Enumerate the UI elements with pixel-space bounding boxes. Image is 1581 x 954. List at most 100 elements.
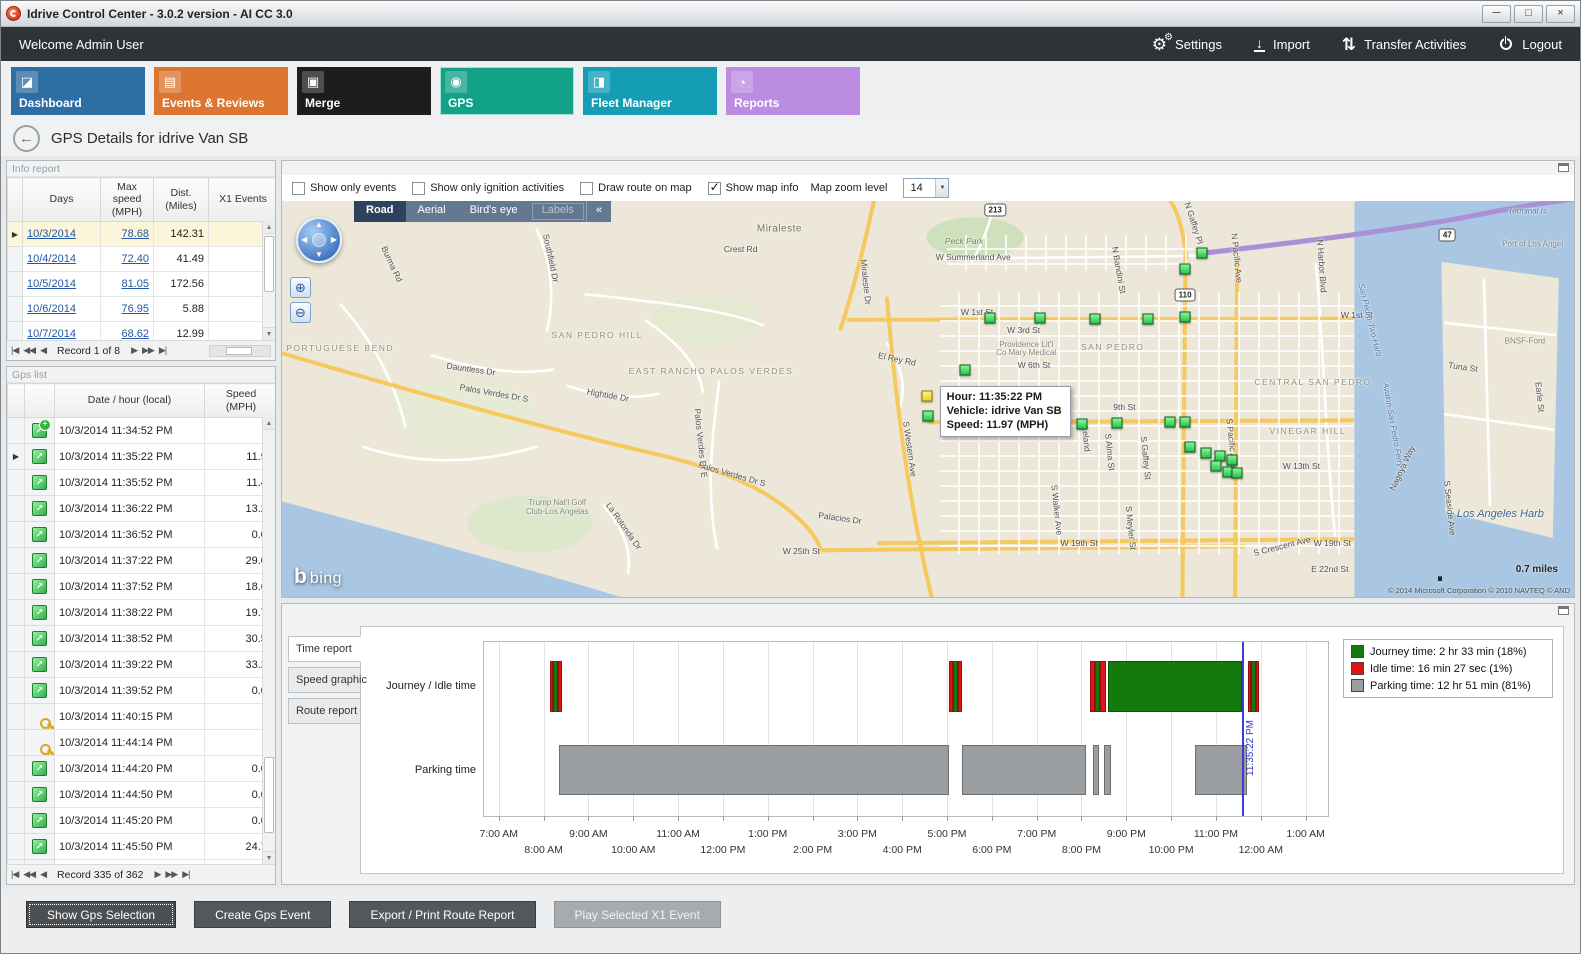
nav-prev-icon[interactable]: ◀ [40, 345, 47, 355]
nav-last-icon[interactable]: ▶| [182, 869, 190, 879]
info-report-row[interactable]: 10/6/2014 76.95 5.88 [7, 296, 275, 322]
nav-first-icon[interactable]: |◀ [11, 869, 19, 879]
map-style-labels[interactable]: Labels [530, 201, 586, 222]
nav-prev-icon[interactable]: ◀ [40, 869, 47, 879]
top-action-import[interactable]: ↓ Import [1254, 36, 1310, 52]
day-link[interactable]: 10/3/2014 [27, 228, 76, 240]
bing-logo[interactable]: b bing [294, 565, 342, 589]
gps-list-row[interactable]: 10/3/2014 11:36:52 PM0.00 [7, 521, 275, 548]
map-compass-control[interactable]: ▲ ▼ ◀ ▶ [296, 217, 342, 263]
info-report-row[interactable]: 10/4/2014 72.40 41.49 [7, 246, 275, 272]
nav-next-icon[interactable]: ▶ [131, 345, 138, 355]
map-style-road[interactable]: Road [354, 201, 406, 222]
export-print-route-report-button[interactable]: Export / Print Route Report [349, 901, 536, 928]
gps-marker[interactable] [1179, 416, 1191, 428]
gps-list-row[interactable]: 10/3/2014 11:40:15 PM [7, 703, 275, 730]
chart-tab-time-report[interactable]: Time report [288, 636, 361, 662]
toolbar-collapse-icon[interactable]: « [586, 201, 611, 222]
scroll-up-icon[interactable]: ▲ [263, 221, 275, 234]
chart-maximize-icon[interactable] [1558, 606, 1569, 615]
gps-list-row[interactable]: 10/3/2014 11:44:14 PM [7, 729, 275, 756]
info-report-row[interactable]: ▶ 10/3/2014 78.68 142.31 [7, 221, 275, 247]
gps-marker[interactable] [959, 364, 971, 376]
minimize-button[interactable]: ─ [1482, 4, 1511, 23]
gps-list-scrollbar[interactable]: ▲ ▼ [262, 417, 275, 864]
checkbox-show-map-info[interactable]: Show map info [707, 180, 798, 195]
close-button[interactable]: × [1546, 4, 1575, 23]
max-speed-link[interactable]: 68.62 [121, 328, 149, 340]
nav-next-page-icon[interactable]: ▶▶ [165, 869, 178, 879]
max-speed-link[interactable]: 81.05 [121, 278, 149, 290]
tab-merge[interactable]: ▣ Merge [297, 67, 431, 115]
gps-marker[interactable] [1089, 313, 1101, 325]
gps-marker[interactable] [1226, 454, 1238, 466]
gps-marker[interactable] [1179, 311, 1191, 323]
tab-events-reviews[interactable]: ▤ Events & Reviews [154, 67, 288, 115]
gps-marker[interactable] [1164, 416, 1176, 428]
gps-list-row[interactable]: 10/3/2014 11:44:50 PM0.00 [7, 781, 275, 808]
pan-north-icon[interactable]: ▲ [315, 220, 323, 229]
max-speed-link[interactable]: 78.68 [121, 228, 149, 240]
map-canvas[interactable]: Miraleste Peck Park Crest Rd W Summerland A… [282, 201, 1574, 597]
scrollbar-thumb[interactable] [264, 236, 274, 292]
tab-reports[interactable]: ◔ Reports [726, 67, 860, 115]
nav-next-icon[interactable]: ▶ [154, 869, 161, 879]
nav-first-icon[interactable]: |◀ [11, 345, 19, 355]
gps-list-row[interactable]: 10/3/2014 11:44:20 PM0.00 [7, 755, 275, 782]
zoom-out-button[interactable]: ⊖ [290, 302, 311, 323]
gps-marker[interactable] [922, 410, 934, 422]
pan-south-icon[interactable]: ▼ [315, 250, 323, 259]
checkbox-show-only-ignition-activities[interactable]: Show only ignition activities [412, 181, 564, 195]
nav-next-page-icon[interactable]: ▶▶ [142, 345, 155, 355]
pan-east-icon[interactable]: ▶ [330, 235, 337, 244]
scrollbar-thumb[interactable] [264, 756, 274, 833]
map-maximize-icon[interactable] [1558, 163, 1569, 172]
gps-marker[interactable] [1200, 447, 1212, 459]
top-action-transfer-activities[interactable]: ⇅ Transfer Activities [1342, 36, 1466, 53]
top-action-settings[interactable]: ⚙Settings [1152, 33, 1222, 53]
scroll-up-icon[interactable]: ▲ [263, 417, 275, 430]
pan-west-icon[interactable]: ◀ [301, 235, 308, 244]
gps-marker[interactable] [1111, 417, 1123, 429]
show-gps-selection-button[interactable]: Show Gps Selection [26, 901, 177, 928]
info-report-row[interactable]: 10/7/2014 68.62 12.99 [7, 321, 275, 340]
back-button[interactable]: ← [13, 125, 40, 152]
gps-marker[interactable] [984, 312, 996, 324]
day-link[interactable]: 10/5/2014 [27, 278, 76, 290]
map-zoom-dropdown[interactable]: 14 ▼ [903, 178, 950, 198]
tab-gps[interactable]: ◉ GPS [440, 67, 574, 115]
gps-marker[interactable] [1076, 418, 1088, 430]
checkbox-draw-route-on-map[interactable]: Draw route on map [580, 181, 692, 195]
info-report-scrollbar[interactable]: ▲ ▼ [262, 221, 275, 340]
zoom-in-button[interactable]: ⊕ [290, 277, 311, 298]
gps-list-row[interactable]: 10/3/2014 11:45:20 PM0.00 [7, 807, 275, 834]
gps-marker[interactable] [1142, 313, 1154, 325]
gps-marker[interactable] [1231, 467, 1243, 479]
gps-list-row[interactable]: 10/3/2014 11:34:52 PM [7, 417, 275, 444]
map-style-aerial[interactable]: Aerial [417, 204, 446, 216]
maximize-button[interactable]: □ [1514, 4, 1543, 23]
top-action-logout[interactable]: Logout [1498, 36, 1562, 52]
day-link[interactable]: 10/4/2014 [27, 253, 76, 265]
nav-prev-page-icon[interactable]: ◀◀ [23, 345, 36, 355]
day-link[interactable]: 10/7/2014 [27, 328, 76, 340]
gps-marker[interactable] [1184, 441, 1196, 453]
selected-gps-marker[interactable] [921, 390, 933, 402]
gps-marker[interactable] [1034, 312, 1046, 324]
gps-marker[interactable] [1210, 460, 1222, 472]
horizontal-scrollbar[interactable] [209, 344, 271, 357]
gps-list-row[interactable]: 10/3/2014 11:46:20 PM17.93 [7, 859, 275, 864]
scroll-down-icon[interactable]: ▼ [263, 327, 275, 340]
max-speed-link[interactable]: 72.40 [121, 253, 149, 265]
gps-marker[interactable] [1179, 263, 1191, 275]
tab-fleet-manager[interactable]: ◨ Fleet Manager [583, 67, 717, 115]
max-speed-link[interactable]: 76.95 [121, 303, 149, 315]
map-style-bird-s-eye[interactable]: Bird's eye [469, 204, 518, 216]
